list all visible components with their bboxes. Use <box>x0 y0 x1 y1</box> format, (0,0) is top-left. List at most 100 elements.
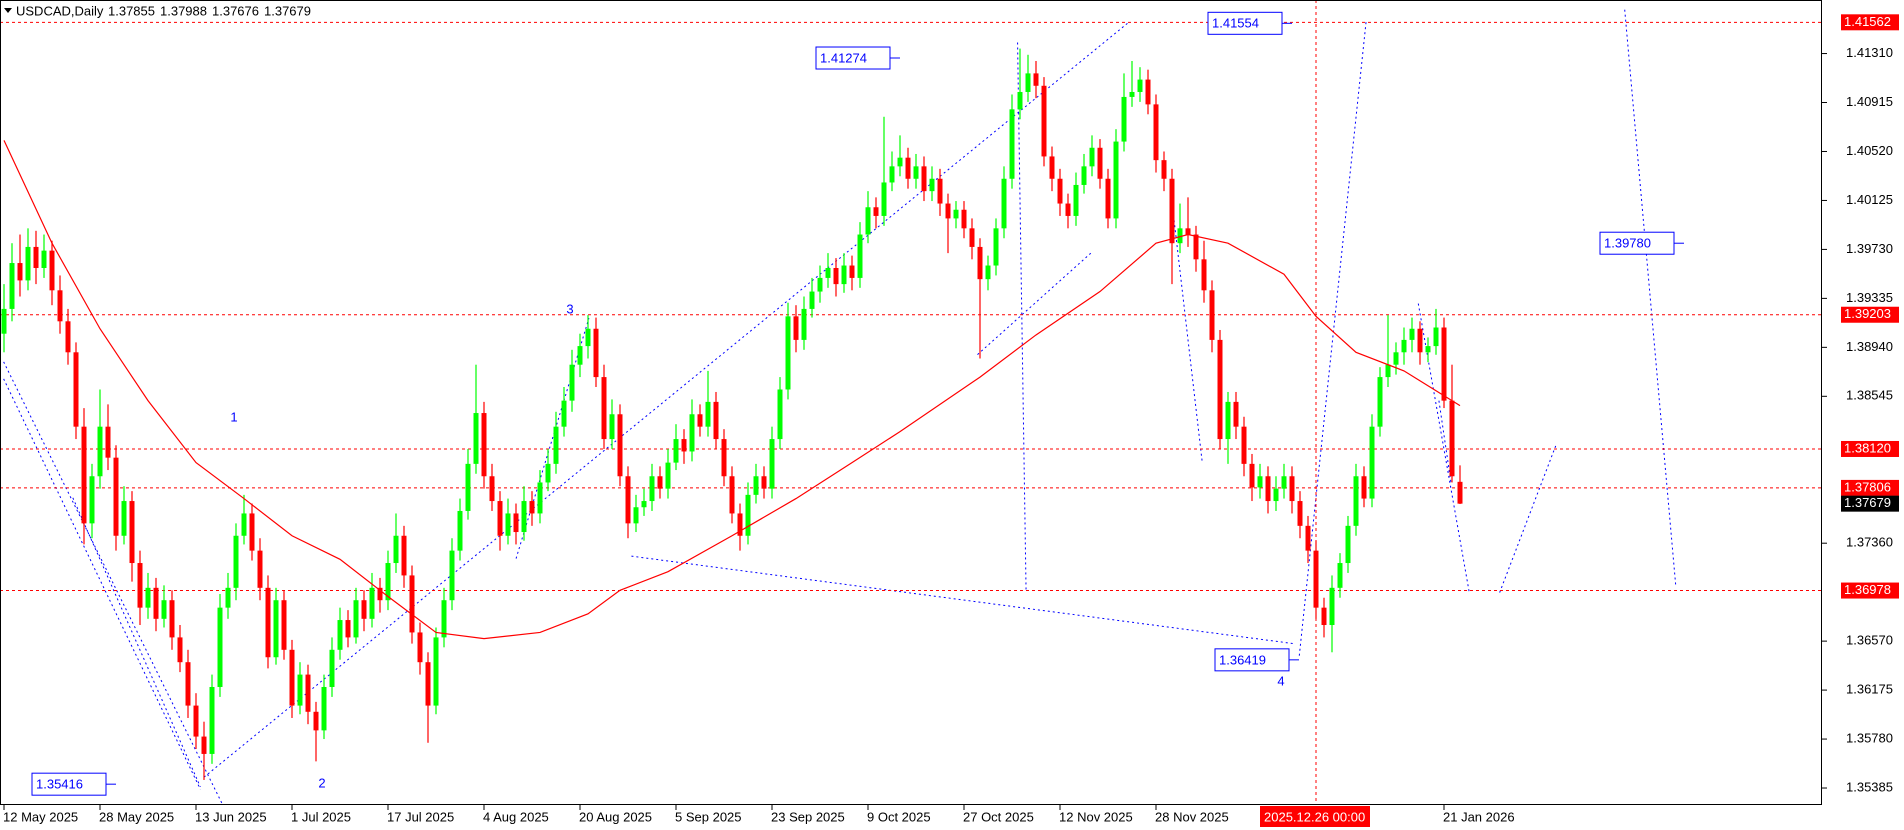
candle-body <box>489 476 495 502</box>
candle-body <box>145 587 151 608</box>
candle-body <box>1321 607 1327 626</box>
candle-body <box>1329 587 1335 626</box>
candle-body <box>265 587 271 658</box>
trend-line <box>203 21 1130 778</box>
y-tick-label: 1.39730 <box>1846 241 1893 256</box>
candle-body <box>953 209 959 219</box>
candle-body <box>569 364 575 401</box>
price-box-label: 1.41554 <box>1212 16 1259 31</box>
y-tick-label: 1.36570 <box>1846 633 1893 648</box>
candle-body <box>1065 203 1071 216</box>
candle-body <box>393 535 399 564</box>
candle-body <box>1257 476 1263 488</box>
candle-body <box>713 401 719 440</box>
candle-body <box>1441 327 1447 401</box>
candle-body <box>705 401 711 427</box>
y-tick-label: 1.40520 <box>1846 143 1893 158</box>
candle-body <box>257 550 263 588</box>
candle-body <box>897 157 903 167</box>
header-close: 1.37679 <box>264 3 311 18</box>
x-tick-label: 21 Jan 2026 <box>1443 809 1515 824</box>
candle-body <box>1097 147 1103 179</box>
candle-body <box>633 507 639 524</box>
candle-body <box>1145 79 1151 105</box>
candle-body <box>1313 550 1319 608</box>
candle-body <box>457 510 463 551</box>
candle-body <box>1425 346 1431 353</box>
trend-line <box>1417 303 1470 593</box>
candle-body <box>65 321 71 353</box>
x-tick-label: 9 Oct 2025 <box>867 809 931 824</box>
candle-body <box>1089 147 1095 167</box>
candle-body <box>105 426 111 458</box>
candle-body <box>473 413 479 464</box>
dropdown-icon[interactable] <box>4 8 12 13</box>
trend-line <box>1017 42 1027 592</box>
candle-body <box>329 649 335 687</box>
y-tick-label: 1.38545 <box>1846 388 1893 403</box>
candle-body <box>985 265 991 280</box>
candle-body <box>169 600 175 638</box>
candle-body <box>353 600 359 638</box>
candle-body <box>1281 476 1287 489</box>
candle-body <box>497 501 503 536</box>
candle-body <box>529 501 535 514</box>
candle-body <box>201 736 207 754</box>
symbol-title: USDCAD,Daily <box>16 3 104 18</box>
candle-body <box>81 426 87 524</box>
candle-body <box>1361 476 1367 499</box>
trend-line <box>1171 200 1203 462</box>
candle-body <box>185 662 191 706</box>
header: USDCAD,Daily 1.37855 1.37988 1.37676 1.3… <box>4 3 311 18</box>
candle-body <box>1265 476 1271 502</box>
candle-body <box>641 501 647 508</box>
candle-body <box>521 501 527 533</box>
trend-line <box>631 555 1294 645</box>
level-tag <box>1841 440 1899 457</box>
candle-body <box>625 476 631 524</box>
candle-body <box>993 228 999 266</box>
current-price-tag <box>1841 495 1899 512</box>
candle-body <box>241 513 247 536</box>
level-label: 1.38120 <box>1844 440 1891 455</box>
candle-body <box>585 328 591 347</box>
level-tag <box>1841 582 1899 599</box>
x-tick-label: 27 Oct 2025 <box>963 809 1034 824</box>
candle-body <box>809 291 815 309</box>
candle-body <box>1401 339 1407 353</box>
candle-body <box>785 316 791 390</box>
y-tick-label: 1.41310 <box>1846 45 1893 60</box>
candle-body <box>553 426 559 464</box>
candle-body <box>849 265 855 278</box>
crosshair-label: 2025.12.26 00:00 <box>1264 809 1365 824</box>
x-tick-label: 12 May 2025 <box>3 809 78 824</box>
price-box-label: 1.35416 <box>36 777 83 792</box>
candle-body <box>593 328 599 378</box>
candle-body <box>505 513 511 536</box>
candle-body <box>969 228 975 247</box>
candle-body <box>1241 426 1247 464</box>
candle-body <box>57 290 63 322</box>
candle-body <box>153 587 159 619</box>
candle-body <box>305 674 311 712</box>
level-label: 1.37806 <box>1844 479 1891 494</box>
header-low: 1.37676 <box>212 3 259 18</box>
trend-line <box>1624 9 1677 586</box>
candle-body <box>801 308 807 340</box>
x-tick-label: 28 May 2025 <box>99 809 174 824</box>
candle-body <box>1009 109 1015 179</box>
candle-body <box>1385 364 1391 378</box>
candle-body <box>137 563 143 608</box>
header-high: 1.37988 <box>160 3 207 18</box>
candle-body <box>465 463 471 511</box>
candle-body <box>1137 79 1143 92</box>
candle-body <box>1 308 7 334</box>
y-tick-label: 1.40125 <box>1846 192 1893 207</box>
candle-body <box>1041 85 1047 157</box>
candle-body <box>1209 290 1215 340</box>
candle-body <box>297 674 303 706</box>
candle-body <box>1305 525 1311 551</box>
plot-border <box>0 0 1822 805</box>
x-tick-label: 13 Jun 2025 <box>195 809 267 824</box>
